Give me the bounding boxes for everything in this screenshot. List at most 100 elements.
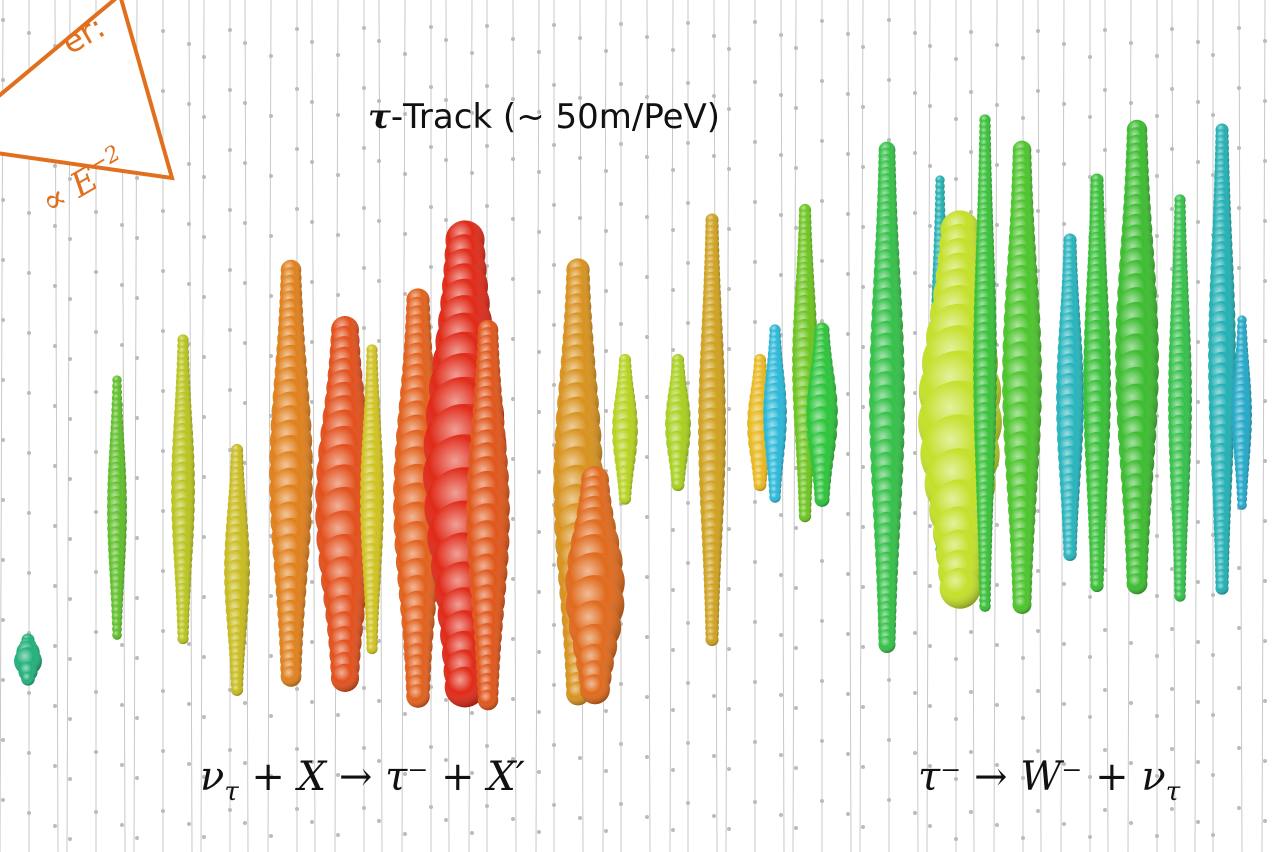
sensor [537,590,541,594]
sensor [68,657,72,661]
sensor [444,698,448,702]
sensor [310,820,314,824]
sensor [794,106,798,110]
sensor [645,155,649,159]
sensor [1062,702,1066,706]
sensor [120,283,124,287]
sensor [846,512,850,516]
sensor [161,329,165,333]
sensor [552,263,556,267]
sensor [243,161,247,165]
sensor [712,814,716,818]
sensor [861,465,865,469]
sensor [1155,234,1159,238]
sensor [53,764,57,768]
sensor [1062,642,1066,646]
sensor [243,221,247,225]
sensor [779,633,783,637]
sensor [187,762,191,766]
sensor [511,577,515,581]
sensor [27,271,31,275]
sensor [619,142,623,146]
sensor [310,280,314,284]
sensor [820,739,824,743]
sensor [861,225,865,229]
sensor [362,26,366,30]
hit-shade [1013,595,1032,614]
sensor [1129,41,1133,45]
sensor [1263,159,1267,163]
sensor [861,165,865,169]
sensor [94,810,98,814]
sensor [27,691,31,695]
sensor [1196,760,1200,764]
sensor [202,655,206,659]
hit-shade [281,666,302,687]
sensor [336,833,340,837]
sensor [1211,653,1215,657]
sensor [27,331,31,335]
sensor [362,86,366,90]
sensor [362,266,366,270]
sensor [1263,639,1267,643]
sensor [336,113,340,117]
sensor [135,236,139,240]
sensor [1088,655,1092,659]
sensor [202,715,206,719]
sensor [861,105,865,109]
sensor [135,176,139,180]
sensor [727,587,731,591]
sensor [187,162,191,166]
sensor [1237,86,1241,90]
sensor [310,400,314,404]
sensor [27,751,31,755]
sensor [269,834,273,838]
sensor [228,268,232,272]
sensor [485,744,489,748]
sensor [1129,821,1133,825]
sensor [202,595,206,599]
sensor [135,716,139,720]
sensor [511,457,515,461]
sensor [1263,399,1267,403]
sensor [727,107,731,111]
sensor [753,80,757,84]
sensor [928,164,932,168]
sensor [161,449,165,453]
sensor [671,828,675,832]
sensor [794,226,798,230]
sensor [485,24,489,28]
sensor [336,233,340,237]
sensor [1196,700,1200,704]
hit-shade [979,601,990,612]
sensor [295,27,299,31]
sensor [161,29,165,33]
sensor [269,594,273,598]
sensor [429,745,433,749]
sensor [1196,820,1200,824]
sensor [552,143,556,147]
sensor [645,395,649,399]
sensor [779,513,783,517]
hit-shade [619,492,631,504]
sensor [53,344,57,348]
sensor [470,51,474,55]
sensor [552,683,556,687]
sensor [552,743,556,747]
sensor [1129,101,1133,105]
sensor [135,596,139,600]
sensor [161,569,165,573]
sensor [846,332,850,336]
sensor [928,104,932,108]
sensor [202,475,206,479]
sensor [794,526,798,530]
sensor [686,381,690,385]
sensor [187,822,191,826]
sensor [954,717,958,721]
sensor [1103,88,1107,92]
sensor [671,288,675,292]
sensor [1170,27,1174,31]
sensor [228,388,232,392]
sensor [913,691,917,695]
sensor [1196,400,1200,404]
